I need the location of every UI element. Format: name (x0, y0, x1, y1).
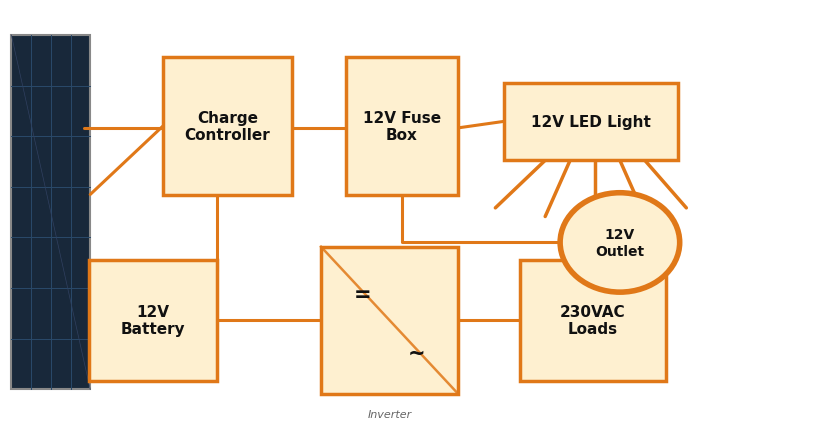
Text: Charge
Controller: Charge Controller (185, 110, 271, 143)
FancyBboxPatch shape (88, 260, 217, 381)
FancyBboxPatch shape (321, 247, 458, 394)
FancyBboxPatch shape (163, 57, 292, 195)
Text: =: = (353, 284, 371, 304)
FancyBboxPatch shape (346, 57, 458, 195)
Ellipse shape (560, 193, 680, 293)
Text: 12V LED Light: 12V LED Light (531, 115, 651, 130)
Text: 230VAC
Loads: 230VAC Loads (560, 304, 626, 337)
FancyBboxPatch shape (504, 83, 678, 161)
FancyBboxPatch shape (12, 36, 90, 389)
FancyBboxPatch shape (521, 260, 666, 381)
Text: 12V Fuse
Box: 12V Fuse Box (363, 110, 441, 143)
Text: Inverter: Inverter (367, 409, 412, 419)
Text: 12V
Battery: 12V Battery (121, 304, 185, 337)
Text: ~: ~ (408, 343, 426, 363)
Text: 12V
Outlet: 12V Outlet (596, 228, 645, 258)
